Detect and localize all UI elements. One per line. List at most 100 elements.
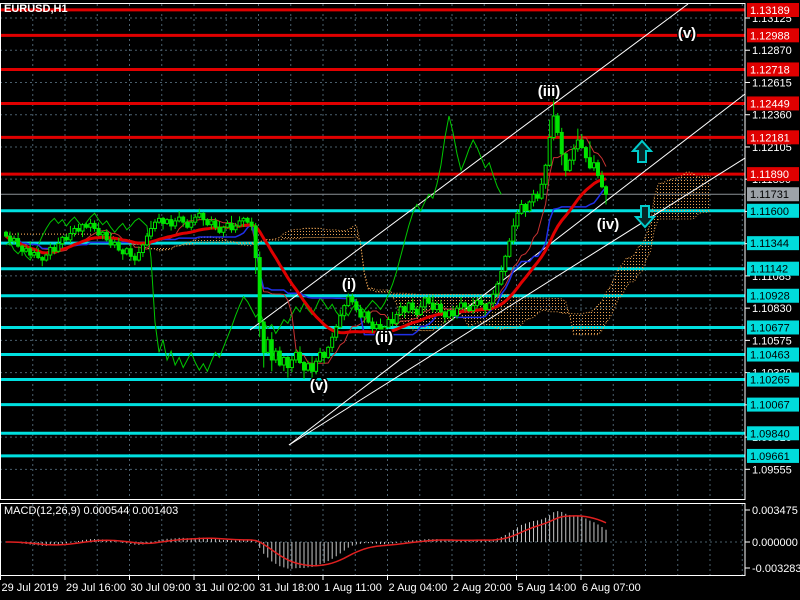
bear-candle-body: [84, 224, 89, 228]
support-price-label: 1.10928: [750, 291, 790, 303]
bull-candle-body: [44, 254, 49, 261]
bull-candle-body: [459, 302, 464, 309]
up-arrow-icon: [630, 139, 654, 163]
bear-candle-body: [249, 221, 254, 227]
bull-candle-body: [531, 193, 536, 203]
bear-candle-body: [277, 350, 282, 366]
bull-candle-body: [197, 212, 202, 218]
bull-candle-body: [346, 296, 351, 307]
price-tick-label: 1.12105: [752, 142, 792, 154]
resistance-price-label: 1.11890: [750, 169, 789, 181]
support-price-label-bg: [747, 372, 799, 387]
bear-candle-body: [442, 311, 447, 318]
trendlines[interactable]: [249, 4, 745, 446]
bear-candle-body: [438, 303, 443, 313]
bull-candle-body: [539, 183, 544, 199]
elliott-wave-labels[interactable]: (i) (ii) (iii) (iv) (v) (v): [308, 24, 697, 396]
bull-candle-body: [136, 252, 141, 261]
bull-candle-body: [374, 324, 379, 329]
bull-candle-body: [330, 336, 335, 348]
wave-label[interactable]: (iv): [595, 215, 621, 235]
time-tick-label: 6 Aug 07:00: [582, 582, 641, 594]
bull-candle-body: [519, 203, 524, 214]
support-price-label-bg: [747, 397, 799, 412]
wave-label[interactable]: (ii): [373, 328, 394, 348]
bear-candle-body: [132, 255, 137, 261]
current-price-label: 1.11731: [750, 189, 789, 201]
time-tick-label: 30 Jul 09:00: [131, 582, 191, 594]
bull-candle-body: [237, 220, 242, 227]
bear-candle-body: [229, 222, 234, 231]
time-tick-label: 31 Jul 02:00: [195, 582, 255, 594]
price-level-lines[interactable]: [0, 8, 745, 458]
bear-candle-body: [467, 306, 472, 312]
bear-candle-body: [390, 319, 395, 324]
resistance-price-label: 1.12181: [750, 132, 790, 144]
wave-label[interactable]: (v): [308, 376, 329, 396]
tenkan-sen-line: [5, 136, 607, 364]
bear-candle-body: [430, 302, 435, 310]
senkou-span-b: [6, 210, 711, 336]
bull-candle-body: [60, 236, 65, 245]
bull-candle-body: [362, 311, 367, 318]
bear-candle-body: [579, 139, 584, 149]
bull-candle-body: [233, 225, 238, 231]
bull-candle-body: [382, 326, 387, 334]
bull-candle-body: [406, 302, 411, 313]
support-price-label: 1.10067: [750, 400, 790, 412]
bear-candle-body: [310, 363, 315, 372]
bull-candle-body: [56, 243, 61, 252]
time-scale[interactable]: 29 Jul 2019 29 Jul 16:00 30 Jul 09:00 31 Ju…: [0, 576, 641, 594]
bull-candle-body: [100, 231, 105, 236]
bull-candle-body: [591, 162, 596, 169]
bear-candle-body: [185, 221, 190, 228]
bull-candle-body: [342, 305, 347, 317]
bear-candle-body: [604, 186, 609, 195]
kijun-sen-line: [5, 186, 607, 336]
bear-candle-body: [205, 219, 210, 226]
bear-candle-body: [535, 193, 540, 199]
support-price-label-bg: [747, 288, 799, 303]
resistance-price-label-bg: [747, 28, 799, 43]
resistance-price-label-bg: [747, 167, 799, 182]
bull-candle-body: [446, 310, 451, 318]
wave-label[interactable]: (iii): [536, 82, 562, 102]
bear-candle-body: [76, 227, 81, 232]
price-tick-label: 1.12360: [752, 110, 792, 122]
price-tick-label: 1.10830: [752, 303, 792, 315]
bull-candle-body: [527, 201, 532, 212]
support-price-label: 1.11344: [750, 238, 789, 250]
bull-candle-body: [398, 306, 403, 315]
signal-arrows[interactable]: [630, 139, 657, 229]
bear-candle-body: [563, 153, 568, 171]
bear-candle-body: [245, 217, 250, 223]
wave-label[interactable]: (i): [340, 275, 357, 295]
bull-candle-body: [515, 212, 520, 227]
support-price-label: 1.11600: [750, 206, 789, 218]
bear-candle-body: [52, 246, 57, 252]
bear-candle-body: [583, 147, 588, 159]
time-tick-label: 29 Jul 2019: [2, 582, 59, 594]
bull-candle-body: [241, 217, 246, 222]
support-price-label-bg: [747, 347, 799, 362]
bull-candle-body: [487, 302, 492, 310]
bear-candle-body: [414, 308, 419, 315]
bear-candle-body: [201, 212, 206, 221]
bear-candle-body: [297, 351, 302, 363]
bull-candle-body: [318, 351, 323, 362]
bull-candle-body: [221, 226, 226, 233]
bear-candle-body: [4, 231, 8, 237]
bull-candle-body: [12, 238, 17, 242]
bull-candle-body: [567, 159, 572, 171]
bear-candle-body: [322, 351, 327, 358]
support-price-label-bg: [747, 261, 799, 276]
wave-label[interactable]: (v): [676, 24, 697, 44]
bull-candle-body: [152, 221, 157, 229]
time-tick-label: 5 Aug 14:00: [518, 582, 577, 594]
bull-candle-body: [314, 360, 319, 372]
chikou-span-line: [5, 115, 502, 373]
support-price-label: 1.11142: [750, 264, 788, 276]
price-scale[interactable]: 1.131251.128701.126151.123601.121051.118…: [745, 3, 799, 476]
bull-candle-body: [72, 227, 77, 235]
